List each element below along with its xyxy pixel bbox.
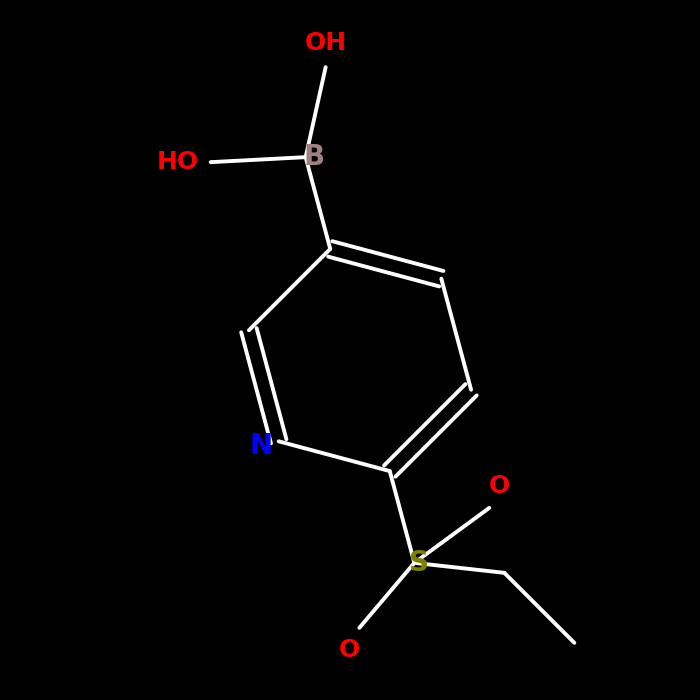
Text: O: O <box>489 474 510 498</box>
Text: OH: OH <box>304 32 346 55</box>
Text: O: O <box>339 638 360 662</box>
Text: S: S <box>410 549 429 577</box>
Text: B: B <box>303 144 324 172</box>
Text: N: N <box>249 433 272 461</box>
Text: HO: HO <box>157 150 199 174</box>
